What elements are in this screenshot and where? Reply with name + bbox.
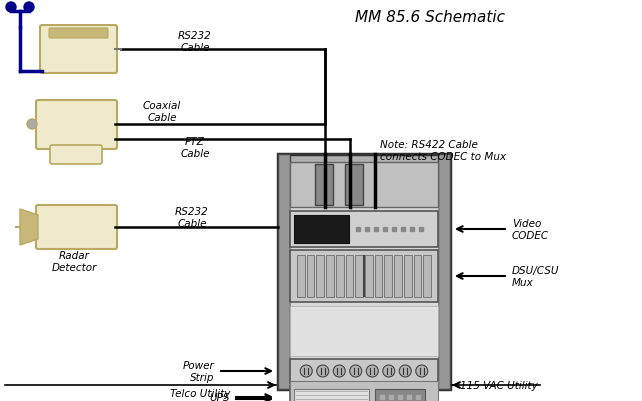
Bar [315,164,333,205]
Bar [290,250,438,302]
Bar [290,162,438,207]
Text: Power
Strip: Power Strip [182,360,214,382]
FancyBboxPatch shape [36,205,117,249]
Bar [294,389,369,401]
Bar [355,255,363,297]
Bar [438,155,450,389]
Bar [290,211,438,247]
Bar [375,255,383,297]
Bar [290,306,438,356]
Circle shape [350,365,361,377]
Bar [345,255,353,297]
Text: RS232
Cable: RS232 Cable [175,207,209,228]
FancyBboxPatch shape [36,101,117,150]
Bar [307,255,315,297]
Text: RS232
Cable: RS232 Cable [178,31,212,53]
Circle shape [24,3,34,13]
Bar [294,215,349,243]
Text: Note: RS422 Cable
connects CODEC to Mux: Note: RS422 Cable connects CODEC to Mux [380,140,506,161]
Bar [278,155,450,389]
Bar [423,255,431,297]
Bar [336,255,343,297]
Circle shape [366,365,378,377]
Circle shape [300,365,312,377]
Bar [317,255,324,297]
Text: Radar
Detector: Radar Detector [51,250,97,272]
Circle shape [317,365,329,377]
Bar [290,359,438,383]
FancyBboxPatch shape [40,26,117,74]
Polygon shape [20,209,38,245]
Bar [413,255,421,297]
Bar [345,164,363,205]
Circle shape [399,365,412,377]
Text: 115 VAC Utility: 115 VAC Utility [460,380,538,390]
Bar [404,255,412,297]
Bar [375,389,425,401]
Bar [385,255,392,297]
Circle shape [383,365,395,377]
Bar [297,255,305,297]
FancyBboxPatch shape [50,146,102,164]
Text: UPS: UPS [209,392,230,401]
Text: Telco Utility
(DS-1): Telco Utility (DS-1) [169,388,230,401]
Text: DSU/CSU
Mux: DSU/CSU Mux [512,265,559,287]
Text: MM 85.6 Schematic: MM 85.6 Schematic [355,10,505,25]
Bar [290,386,438,401]
Bar [394,255,402,297]
Text: PTZ
Cable: PTZ Cable [180,137,210,158]
Bar [290,162,438,381]
FancyBboxPatch shape [49,29,108,39]
Circle shape [6,3,16,13]
Text: Coaxial
Cable: Coaxial Cable [143,101,181,122]
Bar [290,381,438,401]
Circle shape [333,365,345,377]
Bar [326,255,334,297]
Bar [278,155,290,389]
Text: Video
CODEC: Video CODEC [512,219,549,240]
Bar [365,255,373,297]
Circle shape [416,365,428,377]
Circle shape [27,120,37,130]
